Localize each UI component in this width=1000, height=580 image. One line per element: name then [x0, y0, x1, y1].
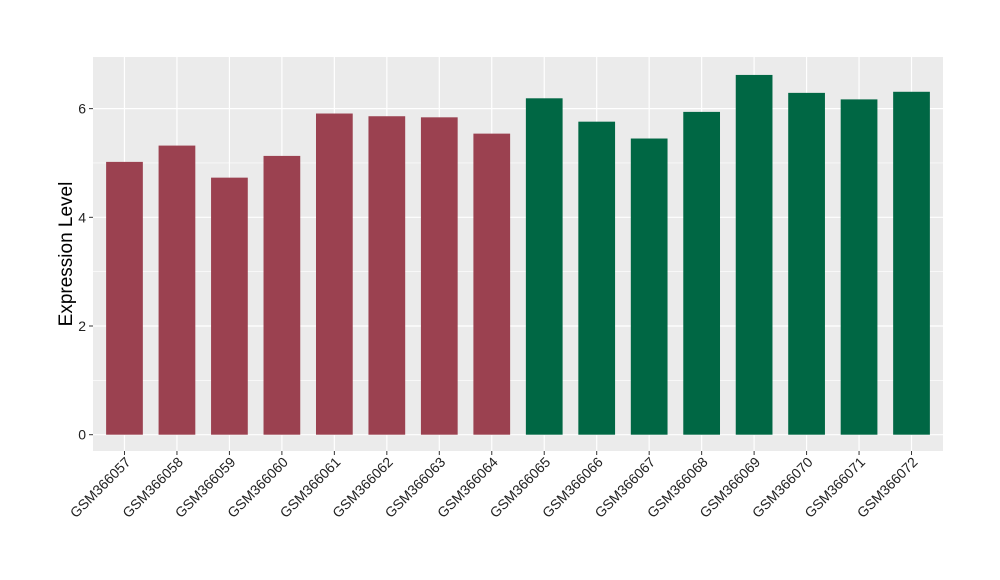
bar-GSM366068 — [683, 111, 721, 435]
y-tick-label: 4 — [78, 209, 86, 225]
y-tick-label: 2 — [78, 318, 86, 334]
y-tick-label: 0 — [78, 427, 86, 443]
y-axis-title: Expression Level — [56, 182, 77, 327]
bar-GSM366061 — [315, 113, 353, 435]
bar-GSM366065 — [525, 98, 563, 435]
bar-GSM366066 — [578, 121, 616, 435]
bar-GSM366070 — [788, 92, 825, 435]
y-axis: 0 2 4 6 — [78, 101, 93, 443]
y-tick-label: 6 — [78, 101, 86, 117]
bar-GSM366060 — [263, 155, 301, 435]
x-axis: GSM366057GSM366058GSM366059GSM366060GSM3… — [67, 451, 921, 521]
bar-GSM366067 — [630, 138, 668, 435]
bar-GSM366072 — [893, 91, 930, 435]
bar-GSM366062 — [368, 116, 406, 435]
bar-GSM366064 — [473, 133, 511, 435]
bar-GSM366071 — [840, 99, 878, 435]
bar-GSM366059 — [211, 177, 248, 435]
bar-GSM366069 — [735, 74, 773, 435]
bars — [106, 74, 930, 435]
bar-GSM366057 — [106, 161, 143, 435]
bar-GSM366058 — [158, 145, 196, 435]
bar-GSM366063 — [420, 117, 458, 435]
